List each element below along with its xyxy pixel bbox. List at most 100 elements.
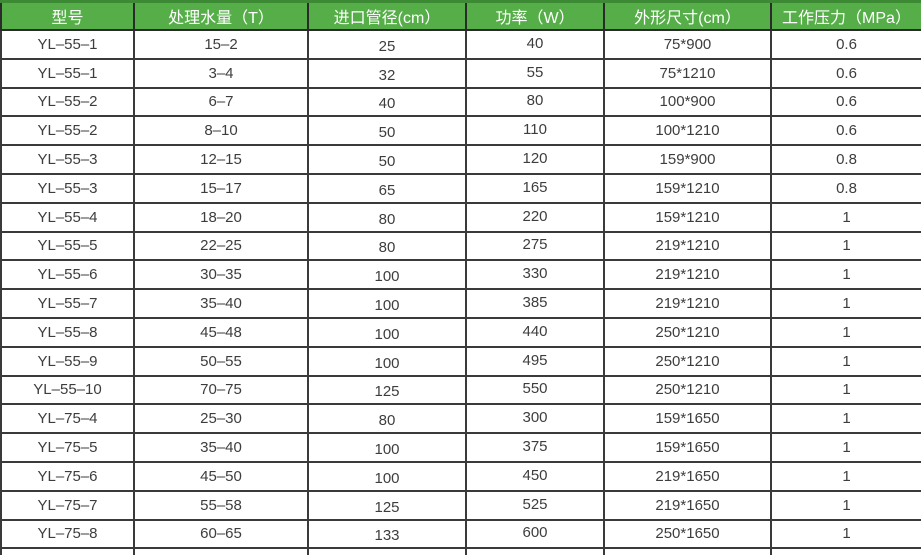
cell-capacity: 60–65 bbox=[133, 518, 309, 550]
cell-model: YL–55–3 bbox=[0, 144, 135, 175]
cell-pressure: 1 bbox=[770, 518, 921, 550]
cell-pressure: 0.6 bbox=[770, 57, 921, 89]
cell-model: YL–75–7 bbox=[0, 489, 135, 521]
cell-power: 600 bbox=[465, 518, 605, 550]
table-row: YL–55–3 15–17 65 165 159*1210 0.8 bbox=[0, 172, 921, 204]
cell-inlet: 100 bbox=[307, 259, 467, 291]
cell-capacity: 15–2 bbox=[133, 29, 309, 60]
cell-inlet: 150 bbox=[307, 547, 467, 555]
cell-capacity: 35–40 bbox=[133, 432, 309, 463]
cell-model: YL–55–8 bbox=[0, 316, 135, 348]
cell-capacity: 3–4 bbox=[133, 57, 309, 89]
cell-model: YL–55–9 bbox=[0, 345, 135, 377]
table-row: YL–75–5 35–40 100 375 159*1650 1 bbox=[0, 432, 921, 463]
cell-model: YL–55–2 bbox=[0, 86, 135, 118]
cell-capacity: 15–17 bbox=[133, 172, 309, 204]
cell-capacity: 8–10 bbox=[133, 115, 309, 147]
cell-capacity: 35–40 bbox=[133, 288, 309, 319]
cell-dimensions: 100*1210 bbox=[603, 115, 772, 147]
table-row: YL–55–2 6–7 40 80 100*900 0.6 bbox=[0, 86, 921, 118]
cell-model: YL–55–10 bbox=[0, 374, 135, 406]
cell-dimensions: 100*900 bbox=[603, 86, 772, 118]
table-row: YL–55–1 3–4 32 55 75*1210 0.6 bbox=[0, 57, 921, 89]
table-row: YL–55–3 12–15 50 120 159*900 0.8 bbox=[0, 144, 921, 175]
table-row: YL–55–8 45–48 100 440 250*1210 1 bbox=[0, 316, 921, 348]
column-header-pressure: 工作压力（MPa） bbox=[770, 0, 921, 31]
cell-dimensions: 250*1210 bbox=[603, 345, 772, 377]
cell-pressure: 1 bbox=[770, 345, 921, 377]
table-row: YL–55–4 18–20 80 220 159*1210 1 bbox=[0, 201, 921, 233]
cell-inlet: 100 bbox=[307, 345, 467, 377]
cell-dimensions: 219*1210 bbox=[603, 259, 772, 291]
table-row: YL–55–7 35–40 100 385 219*1210 1 bbox=[0, 288, 921, 319]
cell-inlet: 50 bbox=[307, 144, 467, 175]
cell-capacity: 25–30 bbox=[133, 403, 309, 435]
cell-power: 450 bbox=[465, 460, 605, 492]
column-header-dimensions: 外形尺寸(cm） bbox=[603, 0, 772, 31]
cell-power: 675 bbox=[465, 547, 605, 555]
cell-dimensions: 159*1210 bbox=[603, 201, 772, 233]
cell-model: YL–75–6 bbox=[0, 460, 135, 492]
cell-power: 80 bbox=[465, 86, 605, 118]
table-row: YL–75–4 25–30 80 300 159*1650 1 bbox=[0, 403, 921, 435]
cell-pressure: 0.8 bbox=[770, 144, 921, 175]
cell-model: YL–75–9 bbox=[0, 547, 135, 555]
table-body: YL–55–1 15–2 25 40 75*900 0.6 YL–55–1 3–4 32 55 75… bbox=[0, 29, 921, 555]
cell-power: 110 bbox=[465, 115, 605, 147]
cell-power: 385 bbox=[465, 288, 605, 319]
cell-inlet: 125 bbox=[307, 374, 467, 406]
cell-inlet: 32 bbox=[307, 57, 467, 89]
cell-dimensions: 219*1650 bbox=[603, 460, 772, 492]
cell-capacity: 22–25 bbox=[133, 230, 309, 262]
cell-capacity: 70–75 bbox=[133, 374, 309, 406]
cell-dimensions: 75*900 bbox=[603, 29, 772, 60]
table-row: YL–75–8 60–65 133 600 250*1650 1 bbox=[0, 518, 921, 550]
cell-capacity: 70–80 bbox=[133, 547, 309, 555]
cell-inlet: 100 bbox=[307, 432, 467, 463]
cell-model: YL–75–8 bbox=[0, 518, 135, 550]
cell-dimensions: 250*1650 bbox=[603, 518, 772, 550]
cell-capacity: 6–7 bbox=[133, 86, 309, 118]
column-header-power: 功率（W） bbox=[465, 0, 605, 31]
cell-inlet: 65 bbox=[307, 172, 467, 204]
cell-model: YL–55–1 bbox=[0, 29, 135, 60]
cell-capacity: 55–58 bbox=[133, 489, 309, 521]
table-row: YL–55–1 15–2 25 40 75*900 0.6 bbox=[0, 29, 921, 60]
table-row: YL–75–7 55–58 125 525 219*1650 1 bbox=[0, 489, 921, 521]
cell-power: 440 bbox=[465, 316, 605, 348]
cell-pressure: 0.8 bbox=[770, 172, 921, 204]
cell-dimensions: 219*1650 bbox=[603, 489, 772, 521]
table-row: YL–55–10 70–75 125 550 250*1210 1 bbox=[0, 374, 921, 406]
cell-pressure: 1 bbox=[770, 374, 921, 406]
cell-model: YL–55–5 bbox=[0, 230, 135, 262]
cell-capacity: 18–20 bbox=[133, 201, 309, 233]
cell-dimensions: 159*1650 bbox=[603, 403, 772, 435]
cell-inlet: 80 bbox=[307, 230, 467, 262]
cell-pressure: 1 bbox=[770, 288, 921, 319]
cell-model: YL–55–6 bbox=[0, 259, 135, 291]
cell-dimensions: 159*900 bbox=[603, 144, 772, 175]
cell-model: YL–55–2 bbox=[0, 115, 135, 147]
cell-power: 220 bbox=[465, 201, 605, 233]
column-header-model: 型号 bbox=[0, 0, 135, 31]
table-row: YL–75–6 45–50 100 450 219*1650 1 bbox=[0, 460, 921, 492]
cell-power: 40 bbox=[465, 29, 605, 60]
cell-pressure: 0.6 bbox=[770, 86, 921, 118]
cell-dimensions: 250*1210 bbox=[603, 374, 772, 406]
cell-pressure: 1 bbox=[770, 489, 921, 521]
cell-model: YL–75–4 bbox=[0, 403, 135, 435]
cell-model: YL–55–7 bbox=[0, 288, 135, 319]
cell-capacity: 50–55 bbox=[133, 345, 309, 377]
cell-dimensions: 159*1650 bbox=[603, 432, 772, 463]
cell-inlet: 80 bbox=[307, 403, 467, 435]
cell-pressure: 1 bbox=[770, 316, 921, 348]
cell-pressure: 1 bbox=[770, 432, 921, 463]
cell-inlet: 100 bbox=[307, 288, 467, 319]
cell-inlet: 80 bbox=[307, 201, 467, 233]
cell-inlet: 133 bbox=[307, 518, 467, 550]
cell-model: YL–75–5 bbox=[0, 432, 135, 463]
cell-pressure: 0.6 bbox=[770, 29, 921, 60]
cell-pressure: 1 bbox=[770, 460, 921, 492]
cell-inlet: 25 bbox=[307, 29, 467, 60]
